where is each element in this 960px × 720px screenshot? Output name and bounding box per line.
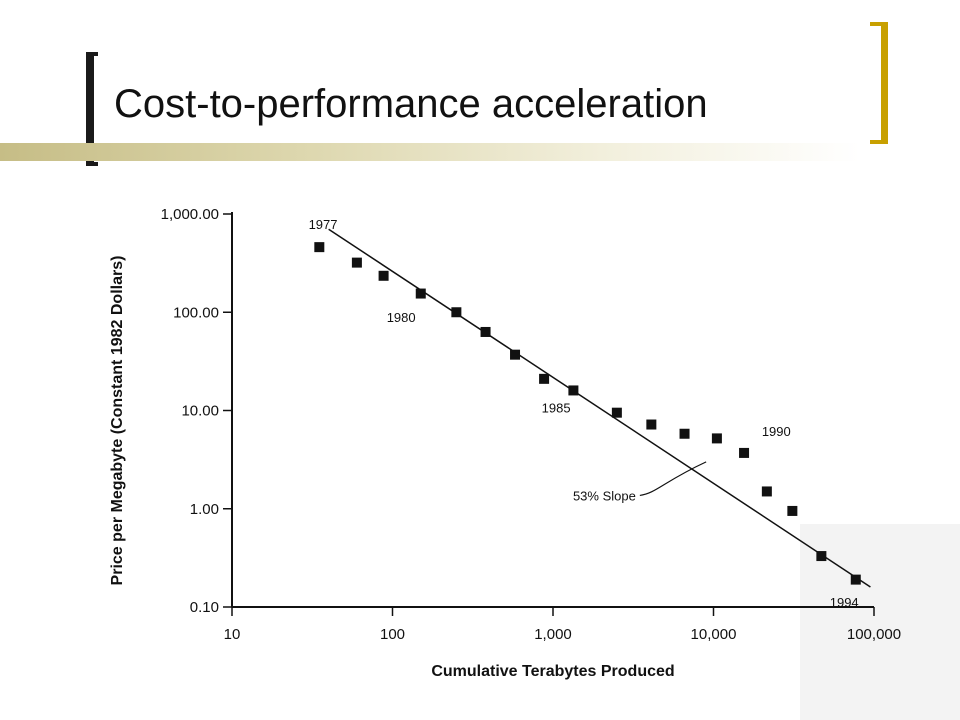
slope-label: 53% Slope [573,488,636,503]
data-point [539,373,550,384]
trendline-group: 53% Slope [328,228,871,588]
slide-title: Cost-to-performance acceleration [114,82,708,126]
left-bracket-decoration [86,52,98,166]
year-label: 1977 [309,217,338,232]
slope-leader-line [639,461,707,497]
data-point [568,385,579,396]
y-axis-title: Price per Megabyte (Constant 1982 Dollar… [109,256,126,586]
x-tick-label: 100,000 [847,626,901,643]
year-label: 1994 [830,595,859,610]
y-tick-label: 0.10 [190,599,219,616]
data-point [739,447,750,458]
x-axis-title: Cumulative Terabytes Produced [431,663,674,680]
data-point [787,505,798,516]
tick-labels: 10 100 1,000 10,000 100,000 1,000.00 100.00 10.… [161,206,902,643]
data-points [314,242,861,585]
right-bracket-decoration [870,22,888,144]
axes [223,212,875,616]
year-label: 1990 [762,424,791,439]
year-annotations: 1977 1980 1985 1990 1994 [309,217,859,610]
data-point [451,307,462,318]
data-point [611,407,622,418]
data-point [646,419,657,430]
y-tick-label: 1.00 [190,501,219,518]
data-point [314,242,325,253]
trendline [328,228,871,588]
y-tick-label: 10.00 [181,403,219,420]
data-point [711,433,722,444]
y-tick-label: 1,000.00 [161,206,219,223]
x-tick-label: 1,000 [534,626,572,643]
x-tick-label: 10,000 [691,626,737,643]
data-point [351,257,362,268]
data-point [679,428,690,439]
title-underline-bar [0,143,860,161]
corner-tint [800,524,960,720]
year-label: 1985 [542,401,571,416]
data-point [510,349,521,360]
x-tick-label: 10 [224,626,241,643]
data-point [415,288,426,299]
data-point [378,270,389,281]
x-tick-label: 100 [380,626,405,643]
data-point [816,551,827,562]
data-point [480,326,491,337]
data-point [850,574,861,585]
y-tick-label: 100.00 [173,304,219,321]
year-label: 1980 [387,310,416,325]
data-point [761,486,772,497]
